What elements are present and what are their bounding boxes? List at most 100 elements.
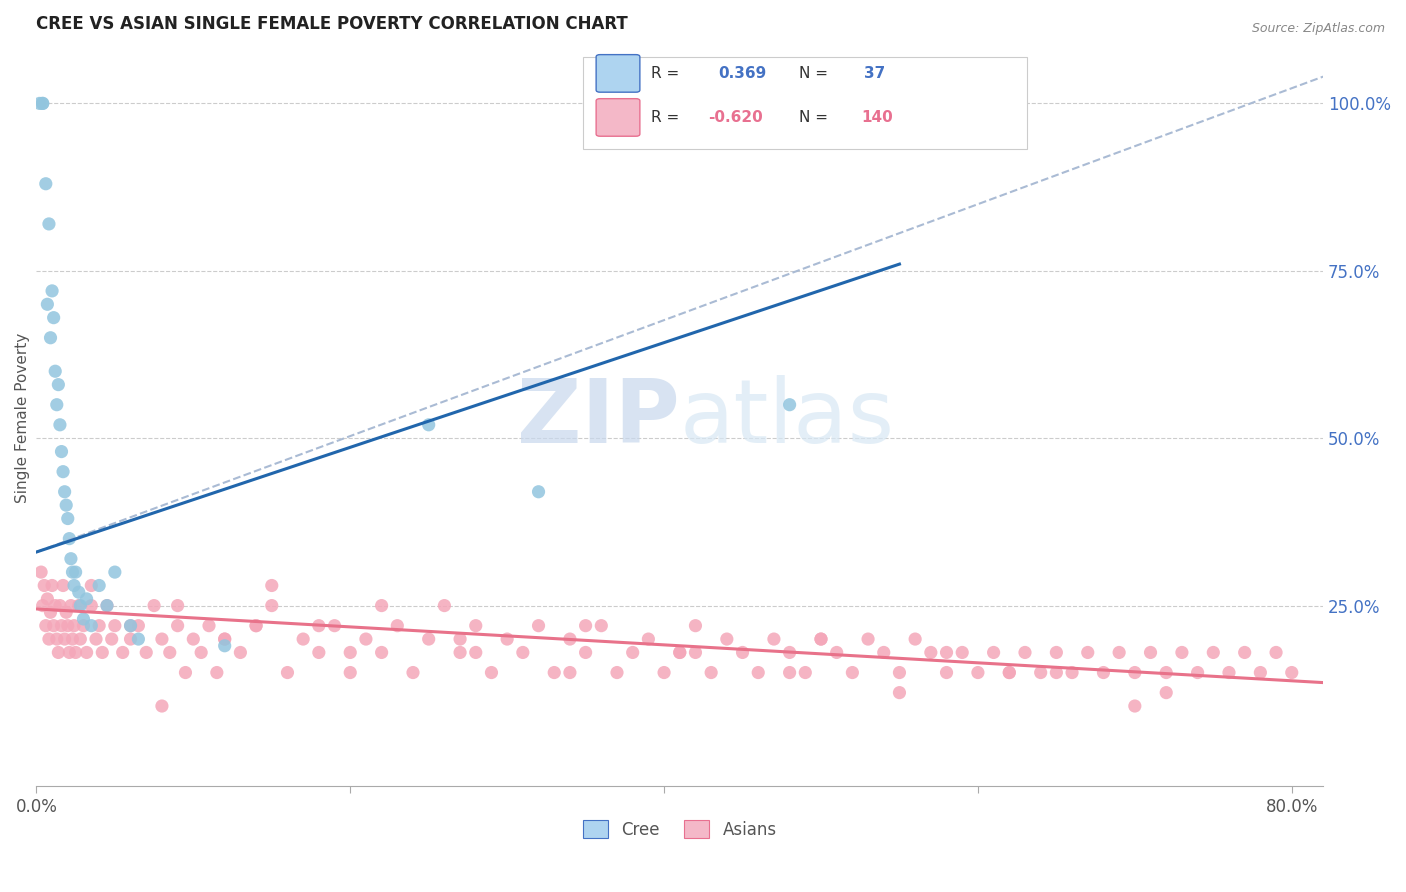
Point xyxy=(779,665,801,680)
Point xyxy=(51,618,73,632)
Point xyxy=(166,618,188,632)
Point xyxy=(89,618,111,632)
Point xyxy=(58,532,80,546)
Point xyxy=(464,645,486,659)
Point xyxy=(950,645,973,659)
Point xyxy=(135,645,157,659)
Point xyxy=(214,632,236,646)
Point xyxy=(62,565,84,579)
Point xyxy=(1060,665,1083,680)
Point xyxy=(543,665,565,680)
Point xyxy=(433,599,456,613)
Point xyxy=(856,632,879,646)
Point xyxy=(779,398,801,412)
Point xyxy=(825,645,848,659)
Point xyxy=(76,645,98,659)
Point xyxy=(810,632,832,646)
Point xyxy=(69,632,91,646)
Point xyxy=(1108,645,1130,659)
Text: atlas: atlas xyxy=(679,375,894,461)
Point xyxy=(716,632,738,646)
Point xyxy=(762,632,785,646)
Point xyxy=(96,599,118,613)
Point xyxy=(1265,645,1288,659)
Point xyxy=(80,599,103,613)
Point xyxy=(1045,645,1067,659)
Point xyxy=(76,591,98,606)
Point xyxy=(49,599,72,613)
Text: R =: R = xyxy=(651,65,679,80)
Point xyxy=(143,599,166,613)
Point xyxy=(174,665,197,680)
Point xyxy=(496,632,519,646)
Point xyxy=(527,618,550,632)
Point xyxy=(621,645,644,659)
Point xyxy=(1233,645,1256,659)
Point xyxy=(1154,685,1177,699)
Point xyxy=(512,645,534,659)
Point xyxy=(889,685,911,699)
Point xyxy=(181,632,204,646)
Text: 140: 140 xyxy=(862,110,893,125)
Point xyxy=(37,297,59,311)
Point xyxy=(100,632,122,646)
Point xyxy=(159,645,181,659)
Point xyxy=(245,618,267,632)
Point xyxy=(685,645,707,659)
Point xyxy=(39,331,62,345)
Point xyxy=(575,618,598,632)
Point xyxy=(652,665,675,680)
Point xyxy=(69,599,91,613)
Point xyxy=(72,618,94,632)
Legend: Cree, Asians: Cree, Asians xyxy=(576,814,783,846)
Point xyxy=(1187,665,1209,680)
Point xyxy=(84,632,107,646)
Point xyxy=(339,665,361,680)
Point xyxy=(1171,645,1194,659)
Point xyxy=(983,645,1005,659)
Point xyxy=(120,618,142,632)
Point xyxy=(1123,665,1146,680)
Point xyxy=(45,398,67,412)
Point xyxy=(1202,645,1225,659)
Text: N =: N = xyxy=(800,65,828,80)
Point xyxy=(52,578,75,592)
Point xyxy=(418,417,440,432)
Point xyxy=(30,565,52,579)
Point xyxy=(527,484,550,499)
Point xyxy=(998,665,1021,680)
Point xyxy=(56,618,79,632)
Point xyxy=(41,284,63,298)
Point xyxy=(1014,645,1036,659)
Point xyxy=(354,632,377,646)
Point xyxy=(685,618,707,632)
Point xyxy=(292,632,315,646)
Point xyxy=(449,632,471,646)
Point xyxy=(747,665,769,680)
Point xyxy=(323,618,346,632)
Point xyxy=(205,665,228,680)
Point xyxy=(80,578,103,592)
Point xyxy=(111,645,134,659)
Point xyxy=(96,599,118,613)
Point xyxy=(104,618,127,632)
Point xyxy=(59,551,82,566)
FancyBboxPatch shape xyxy=(596,54,640,92)
Point xyxy=(214,639,236,653)
Point xyxy=(59,599,82,613)
Point xyxy=(32,578,55,592)
Point xyxy=(1029,665,1052,680)
Point xyxy=(37,591,59,606)
Point xyxy=(53,632,76,646)
Point xyxy=(35,177,58,191)
Point xyxy=(260,578,283,592)
Point xyxy=(65,645,87,659)
Point xyxy=(449,645,471,659)
Point xyxy=(31,96,53,111)
Point xyxy=(62,632,84,646)
Point xyxy=(35,618,58,632)
Point xyxy=(198,618,221,632)
Point xyxy=(31,599,53,613)
Point xyxy=(52,465,75,479)
Text: -0.620: -0.620 xyxy=(709,110,763,125)
